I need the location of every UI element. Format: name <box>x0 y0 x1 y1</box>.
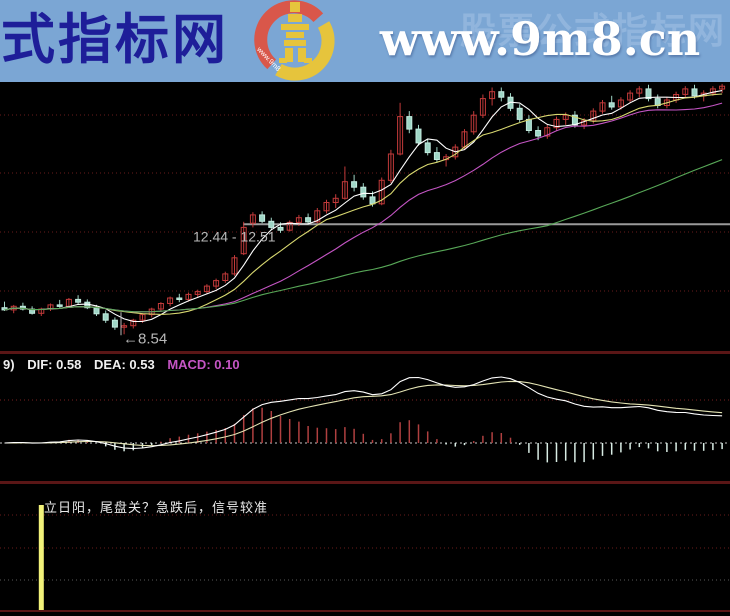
signal-indicator-panel[interactable]: 立日阳，尾盘关？急跌后，信号较准 <box>0 484 730 616</box>
panel-divider[interactable] <box>0 481 730 484</box>
site-title: 式指标网 <box>1 10 229 70</box>
ad-banner[interactable]: 式指标网 股票公式指标网 www.9m8.cn www.9m8 <box>0 0 730 82</box>
signal-indicator-chart[interactable] <box>0 484 730 616</box>
signal-caption: 立日阳，尾盘关？急跌后，信号较准 <box>44 500 269 515</box>
logo-glyph <box>279 2 312 63</box>
macd-chart[interactable] <box>0 354 730 482</box>
macd-param-suffix: 9) <box>3 357 15 372</box>
banner-watermark: 股票公式指标网 <box>459 10 726 51</box>
svg-text:12.44 - 12.51: 12.44 - 12.51 <box>193 228 276 244</box>
macd-header: 9) DIF: 0.58 DEA: 0.53 MACD: 0.10 <box>3 357 249 372</box>
macd-panel[interactable]: 9) DIF: 0.58 DEA: 0.53 MACD: 0.10 <box>0 354 730 482</box>
dif-value: DIF: 0.58 <box>27 357 82 372</box>
macd-value: MACD: 0.10 <box>167 357 240 372</box>
main-candlestick-chart[interactable]: ←8.54 12.44 - 12.51 <box>0 82 730 352</box>
dea-value: DEA: 0.53 <box>94 357 155 372</box>
site-url-link[interactable]: www.9m8.cn <box>379 12 701 66</box>
site-logo-icon[interactable]: www.9m8 <box>248 0 344 82</box>
panel-divider[interactable] <box>0 351 730 354</box>
svg-text:←8.54: ←8.54 <box>123 330 167 347</box>
